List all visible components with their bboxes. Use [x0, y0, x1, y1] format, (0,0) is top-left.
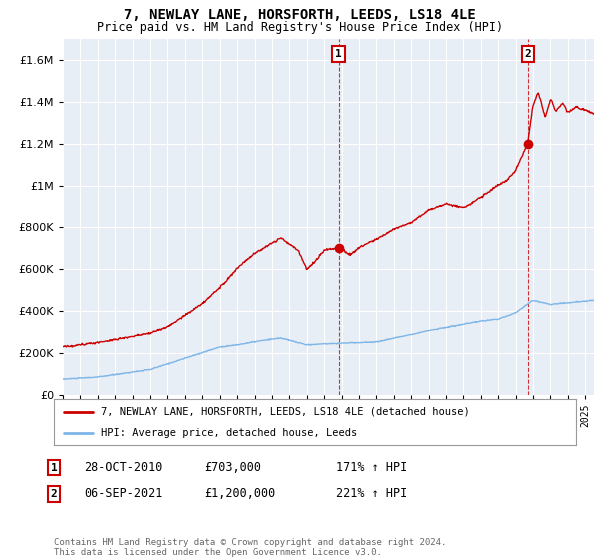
- Text: 7, NEWLAY LANE, HORSFORTH, LEEDS, LS18 4LE (detached house): 7, NEWLAY LANE, HORSFORTH, LEEDS, LS18 4…: [101, 407, 470, 417]
- Text: 06-SEP-2021: 06-SEP-2021: [84, 487, 163, 501]
- Text: 1: 1: [335, 49, 342, 59]
- Text: 221% ↑ HPI: 221% ↑ HPI: [336, 487, 407, 501]
- Text: 1: 1: [50, 463, 58, 473]
- Text: 28-OCT-2010: 28-OCT-2010: [84, 461, 163, 474]
- Text: 7, NEWLAY LANE, HORSFORTH, LEEDS, LS18 4LE: 7, NEWLAY LANE, HORSFORTH, LEEDS, LS18 4…: [124, 8, 476, 22]
- Text: 171% ↑ HPI: 171% ↑ HPI: [336, 461, 407, 474]
- Text: HPI: Average price, detached house, Leeds: HPI: Average price, detached house, Leed…: [101, 428, 357, 438]
- Text: 2: 2: [50, 489, 58, 499]
- Text: £1,200,000: £1,200,000: [204, 487, 275, 501]
- Text: Price paid vs. HM Land Registry's House Price Index (HPI): Price paid vs. HM Land Registry's House …: [97, 21, 503, 34]
- Text: 2: 2: [524, 49, 531, 59]
- Text: Contains HM Land Registry data © Crown copyright and database right 2024.
This d: Contains HM Land Registry data © Crown c…: [54, 538, 446, 557]
- Text: £703,000: £703,000: [204, 461, 261, 474]
